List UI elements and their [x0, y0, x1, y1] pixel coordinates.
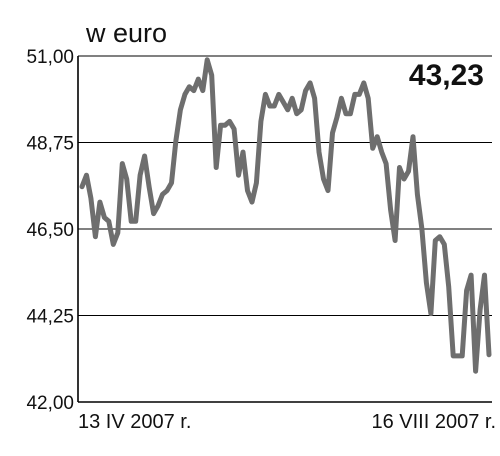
- y-tick-label: 46,50: [26, 220, 74, 241]
- y-tick-label: 51,00: [26, 47, 74, 68]
- y-tick-label: 44,25: [26, 307, 74, 328]
- x-end-label: 16 VIII 2007 r.: [371, 411, 496, 433]
- series-layer: [79, 57, 492, 374]
- axis-layer: [77, 56, 492, 403]
- y-tick-labels: 42,00 44,25 46,50 48,75 51,00: [26, 47, 74, 414]
- unit-label: w euro: [85, 18, 167, 48]
- y-tick-label: 42,00: [26, 393, 74, 414]
- current-value-label: 43,23: [409, 59, 484, 92]
- series-line: [79, 57, 492, 374]
- y-tick-label: 48,75: [26, 134, 74, 155]
- x-start-label: 13 IV 2007 r.: [78, 411, 191, 433]
